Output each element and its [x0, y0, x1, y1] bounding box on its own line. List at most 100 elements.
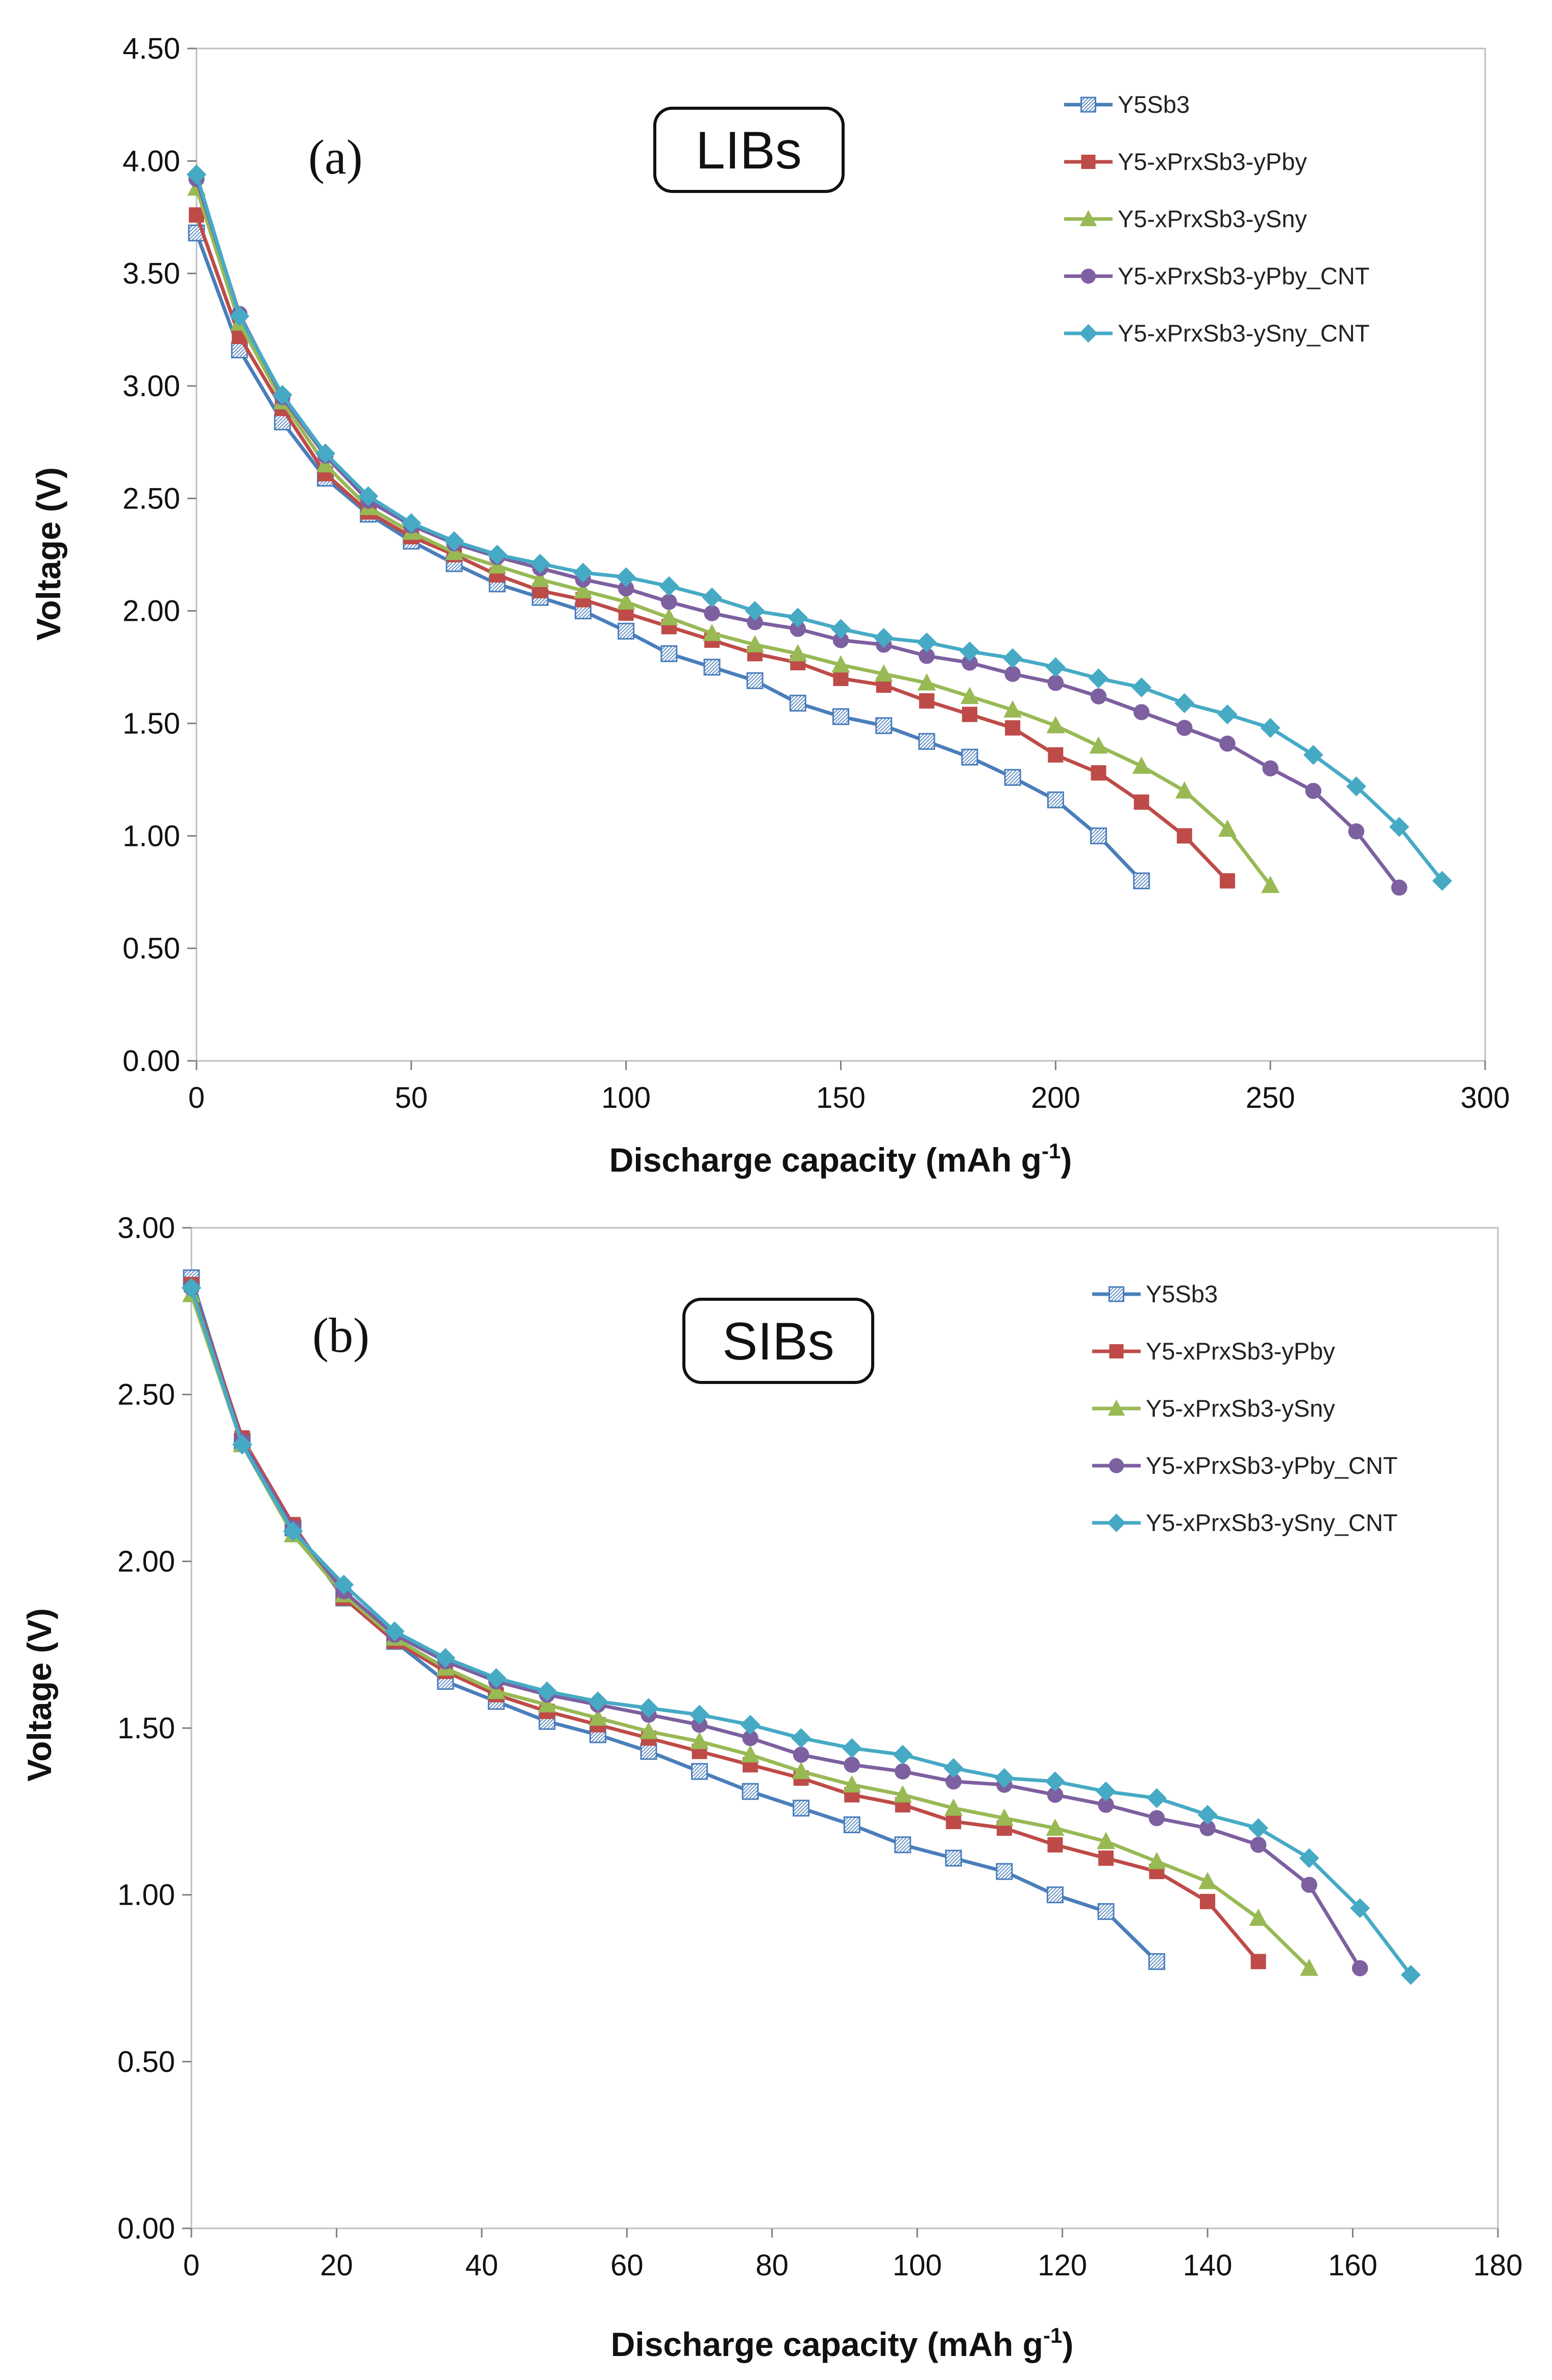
y-tick-label: 3.00 — [122, 370, 180, 403]
data-point — [283, 1521, 303, 1542]
data-point — [1046, 1818, 1065, 1836]
data-point — [843, 1775, 861, 1793]
data-point — [1134, 794, 1149, 810]
data-point — [1218, 819, 1237, 837]
legend-swatch-marker — [1108, 1458, 1124, 1473]
data-point — [1400, 1964, 1421, 1985]
data-point — [488, 556, 507, 574]
y-tick-label: 3.00 — [117, 1211, 175, 1245]
x-axis-title: Discharge capacity (mAh g-1) — [609, 1139, 1072, 1179]
data-point — [893, 1785, 912, 1803]
data-point — [746, 672, 763, 689]
data-point — [962, 654, 978, 671]
data-point — [638, 1698, 659, 1718]
data-point — [995, 1808, 1014, 1826]
data-point — [1305, 783, 1322, 799]
series-sny-cnt — [186, 164, 1452, 891]
data-point — [702, 587, 722, 608]
y-tick-label: 2.50 — [122, 482, 180, 515]
data-point — [661, 594, 677, 610]
data-point — [919, 693, 934, 709]
data-point — [844, 1757, 860, 1773]
data-point — [703, 659, 721, 676]
data-point — [1198, 1872, 1217, 1889]
data-point — [531, 570, 550, 587]
data-point — [444, 531, 464, 551]
legend-swatch-marker — [1080, 96, 1096, 113]
y-tick-label: 0.50 — [117, 2045, 175, 2078]
data-point — [316, 455, 335, 473]
data-point — [831, 619, 851, 639]
legend-label: Y5-xPrxSb3-yPby_CNT — [1118, 262, 1370, 289]
data-point — [1004, 666, 1021, 682]
panel-label: (a) — [308, 130, 363, 184]
data-point — [181, 1278, 202, 1298]
x-tick-label: 160 — [1328, 2249, 1377, 2282]
data-point — [445, 543, 463, 561]
data-point — [1091, 765, 1106, 781]
data-point — [790, 621, 806, 637]
data-point — [703, 623, 721, 641]
data-point — [334, 1574, 354, 1595]
data-point — [1096, 1781, 1116, 1802]
data-point — [919, 648, 935, 664]
legend-label: Y5Sb3 — [1146, 1280, 1218, 1307]
axis-ticks: 0 50 100 150 200 250 300 0.00 0.50 1.00 1.50 2.00 2.… — [122, 32, 1510, 1114]
x-tick-label: 100 — [601, 1081, 651, 1114]
legend-item-y5sb3: Y5Sb3 — [1064, 91, 1190, 118]
legend-item-y5sb3: Y5Sb3 — [1092, 1280, 1218, 1307]
legend-swatch-marker — [1081, 155, 1096, 169]
data-point — [537, 1695, 556, 1713]
data-point — [1003, 700, 1022, 718]
data-point — [789, 694, 806, 712]
data-point — [530, 553, 550, 574]
legend: Y5Sb3 Y5-xPrxSb3-yPby Y5-xPrxSb3-ySny Y5-xP… — [1064, 91, 1370, 347]
data-point — [962, 707, 977, 722]
data-point — [961, 748, 978, 766]
data-point — [1147, 1852, 1166, 1869]
data-point — [1048, 747, 1064, 763]
series-group — [186, 164, 1452, 896]
data-point — [831, 655, 850, 673]
series-line-pby — [189, 1282, 1261, 1963]
data-point — [895, 1763, 911, 1780]
data-point — [1090, 688, 1107, 705]
data-point — [740, 1714, 760, 1735]
data-point — [272, 385, 292, 405]
y-tick-label: 1.50 — [117, 1712, 175, 1745]
annotation-box: LIBs — [653, 107, 845, 193]
x-tick-label: 60 — [610, 2249, 644, 2282]
data-point — [588, 1708, 607, 1726]
data-point — [691, 1716, 708, 1733]
data-point — [874, 628, 894, 648]
legend-label: Y5-xPrxSb3-ySny — [1118, 205, 1307, 232]
annotation-label: SIBs — [722, 1312, 834, 1371]
plot-area-frame — [195, 47, 1486, 1062]
data-point — [1346, 776, 1366, 796]
data-point — [1249, 1908, 1268, 1926]
y-tick-label: 2.50 — [117, 1378, 175, 1412]
series-sny-cnt — [181, 1278, 1421, 1985]
x-tick-label: 0 — [188, 1081, 205, 1114]
data-point — [1098, 1850, 1114, 1866]
data-point — [1047, 1837, 1063, 1853]
x-tick-label: 180 — [1473, 2249, 1523, 2282]
x-tick-label: 50 — [395, 1081, 428, 1114]
data-point — [1045, 657, 1066, 677]
data-point — [789, 644, 807, 662]
data-point — [959, 641, 980, 662]
legend-item-sny: Y5-xPrxSb3-ySny — [1092, 1395, 1335, 1422]
data-point — [486, 1668, 506, 1688]
data-point — [787, 608, 808, 628]
data-point — [1097, 1832, 1115, 1850]
data-point — [659, 576, 679, 596]
y-tick-label: 3.50 — [122, 257, 180, 290]
legend-label: Y5-xPrxSb3-ySny_CNT — [1146, 1509, 1398, 1536]
data-point — [833, 670, 849, 686]
data-point — [1098, 1796, 1114, 1813]
data-point — [994, 1768, 1015, 1788]
series-group — [181, 1269, 1421, 1985]
data-point — [574, 581, 593, 599]
legend-swatch-marker — [1079, 324, 1098, 343]
data-point — [918, 733, 935, 750]
